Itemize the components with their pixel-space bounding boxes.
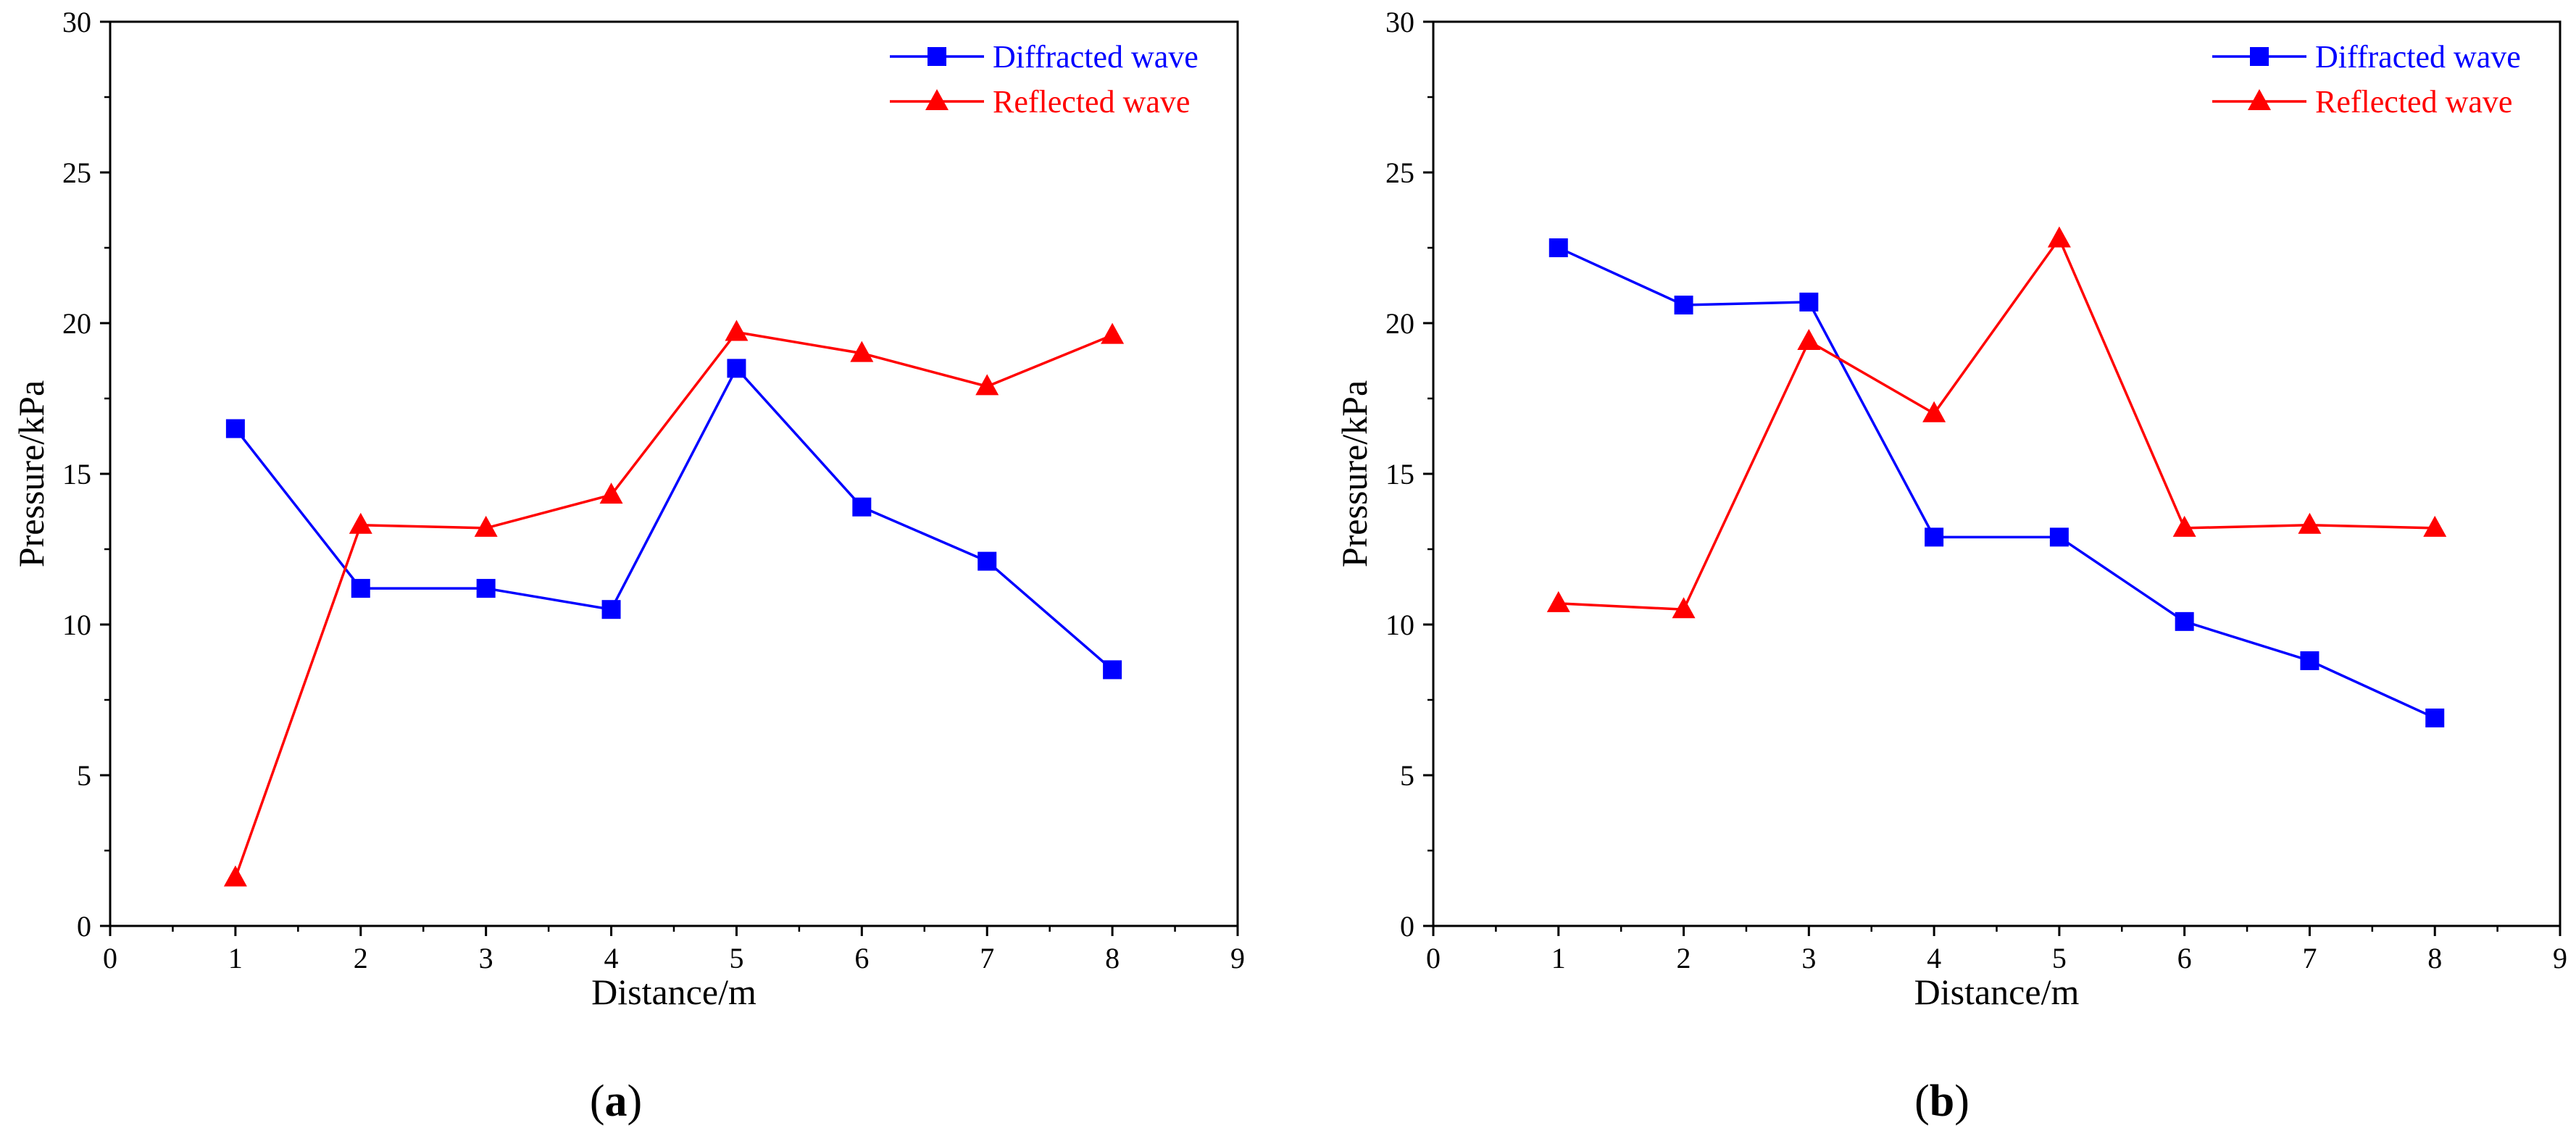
- x-tick-label: 7: [2302, 942, 2317, 974]
- reflected-point: [975, 374, 999, 396]
- y-tick-label: 0: [77, 910, 91, 943]
- y-tick-label: 20: [62, 307, 91, 340]
- diffracted-point: [225, 419, 245, 438]
- legend-label-reflected: Reflected wave: [993, 84, 1190, 120]
- x-tick-label: 9: [1230, 942, 1245, 974]
- x-tick-label: 3: [1801, 942, 1816, 974]
- diffracted-point: [1548, 238, 1568, 257]
- reflected-point: [725, 320, 749, 341]
- reflected-point: [223, 865, 247, 887]
- diffracted-point: [852, 497, 872, 517]
- diffracted-point: [2175, 611, 2194, 631]
- diffracted-point: [2300, 651, 2319, 670]
- chart-panel-b: 0 1 2 3 4 5 6 7 8 9 0 5 10 15 20 25 30 Distance/m Pressure…: [1334, 6, 2567, 1126]
- diffracted-point: [727, 359, 746, 378]
- diffracted-point: [978, 551, 997, 571]
- reflected-point: [599, 483, 623, 504]
- series-line-diffracted: [234, 366, 1114, 671]
- x-tick-label: 5: [729, 942, 743, 974]
- x-tick-label: 8: [1105, 942, 1120, 974]
- y-tick-label: 25: [62, 156, 91, 189]
- reflected-point: [474, 515, 498, 537]
- diffracted-point: [1799, 292, 1819, 312]
- y-tick-label: 5: [1400, 759, 1414, 792]
- diffracted-point: [476, 579, 496, 598]
- reflected-point: [2172, 515, 2196, 537]
- legend-marker-triangle: [925, 89, 949, 110]
- x-tick-label: 6: [854, 942, 869, 974]
- x-tick-label: 0: [1426, 942, 1441, 974]
- panel-label-close-paren: ): [628, 1077, 643, 1126]
- y-tick-label: 20: [1385, 307, 1414, 340]
- reflected-point: [1797, 328, 1821, 350]
- x-tick-label: 8: [2427, 942, 2442, 974]
- series-line-diffracted: [1558, 246, 2435, 719]
- legend-marker-triangle: [2248, 89, 2271, 110]
- x-tick-label: 1: [228, 942, 243, 974]
- x-tick-label: 4: [604, 942, 619, 974]
- panel-label: (b): [1914, 1077, 1969, 1126]
- y-tick-label: 5: [77, 759, 91, 792]
- diffracted-point: [351, 579, 370, 598]
- y-tick-label: 30: [1385, 6, 1414, 38]
- x-axis-title: Distance/m: [591, 972, 756, 1012]
- x-tick-label: 6: [2177, 942, 2192, 974]
- diffracted-point: [1674, 296, 1693, 315]
- y-tick-label: 30: [62, 6, 91, 38]
- y-axis-title: Pressure/kPa: [1334, 380, 1375, 567]
- y-tick-label: 0: [1400, 910, 1414, 943]
- chart-panel-a: 0 1 2 3 4 5 6 7 8 9 0 5 10 15 20 25 30 Distance/m Pressure…: [11, 6, 1245, 1126]
- x-tick-label: 3: [479, 942, 493, 974]
- legend-marker-square: [928, 47, 946, 66]
- x-tick-label: 2: [1677, 942, 1691, 974]
- diffracted-point: [601, 600, 621, 619]
- y-tick-label: 10: [62, 609, 91, 641]
- y-tick-label: 10: [1385, 609, 1414, 641]
- reflected-point: [1101, 322, 1125, 344]
- x-tick-label: 0: [103, 942, 117, 974]
- reflected-point: [1546, 590, 1570, 612]
- diffracted-point: [1103, 660, 1122, 680]
- panel-label: (a): [590, 1077, 642, 1126]
- x-tick-label: 9: [2553, 942, 2567, 974]
- diffracted-point: [1925, 527, 1944, 547]
- x-tick-label: 2: [354, 942, 368, 974]
- reflected-point: [2423, 515, 2447, 537]
- reflected-point: [349, 512, 372, 534]
- panel-label-letter: a: [605, 1077, 628, 1126]
- reflected-point: [850, 341, 874, 362]
- reflected-point: [2047, 226, 2071, 248]
- y-tick-label: 15: [1385, 458, 1414, 490]
- y-tick-label: 25: [1385, 156, 1414, 189]
- diffracted-point: [2425, 708, 2445, 727]
- y-axis-title: Pressure/kPa: [11, 380, 51, 567]
- reflected-point: [2298, 512, 2322, 534]
- x-tick-label: 4: [1927, 942, 1941, 974]
- x-tick-label: 5: [2052, 942, 2067, 974]
- legend-label-diffracted: Diffracted wave: [993, 39, 1199, 75]
- reflected-point: [1922, 401, 1946, 422]
- diffracted-point: [2049, 527, 2069, 547]
- panel-label-close-paren: ): [1954, 1077, 1969, 1126]
- x-tick-label: 7: [980, 942, 994, 974]
- panel-label-open-paren: (: [590, 1077, 605, 1126]
- x-axis-title: Distance/m: [1914, 972, 2080, 1012]
- series-line-reflected: [234, 330, 1113, 879]
- series-line-reflected: [1558, 235, 2435, 611]
- legend-label-diffracted: Diffracted wave: [2315, 39, 2521, 75]
- x-tick-label: 1: [1551, 942, 1566, 974]
- legend-label-reflected: Reflected wave: [2315, 84, 2512, 120]
- reflected-point: [1672, 597, 1696, 619]
- panel-label-open-paren: (: [1914, 1077, 1930, 1126]
- y-tick-label: 15: [62, 458, 91, 490]
- legend-marker-square: [2250, 47, 2269, 66]
- panel-label-letter: b: [1930, 1077, 1954, 1126]
